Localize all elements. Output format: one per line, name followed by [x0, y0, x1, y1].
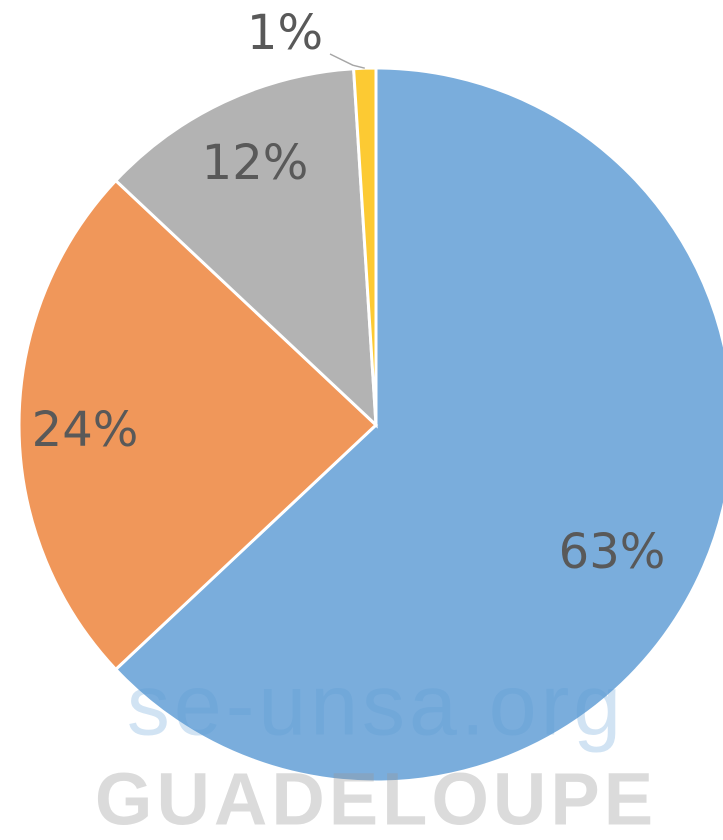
leader-line [329, 53, 365, 69]
watermark-text: se-unsa.org [127, 658, 625, 754]
pie-slice [17, 178, 379, 672]
pie-slice [113, 67, 378, 429]
data-label: 63% [559, 524, 666, 580]
pie [17, 66, 723, 784]
data-label: 1% [247, 5, 323, 61]
data-label: 24% [32, 402, 139, 458]
watermark-text: GUADELOUPE [95, 758, 657, 840]
pie-slice [351, 66, 378, 426]
data-labels: 63% 24% 12% 1% [32, 5, 666, 580]
data-label: 12% [202, 135, 309, 191]
pie-slice [113, 66, 723, 784]
